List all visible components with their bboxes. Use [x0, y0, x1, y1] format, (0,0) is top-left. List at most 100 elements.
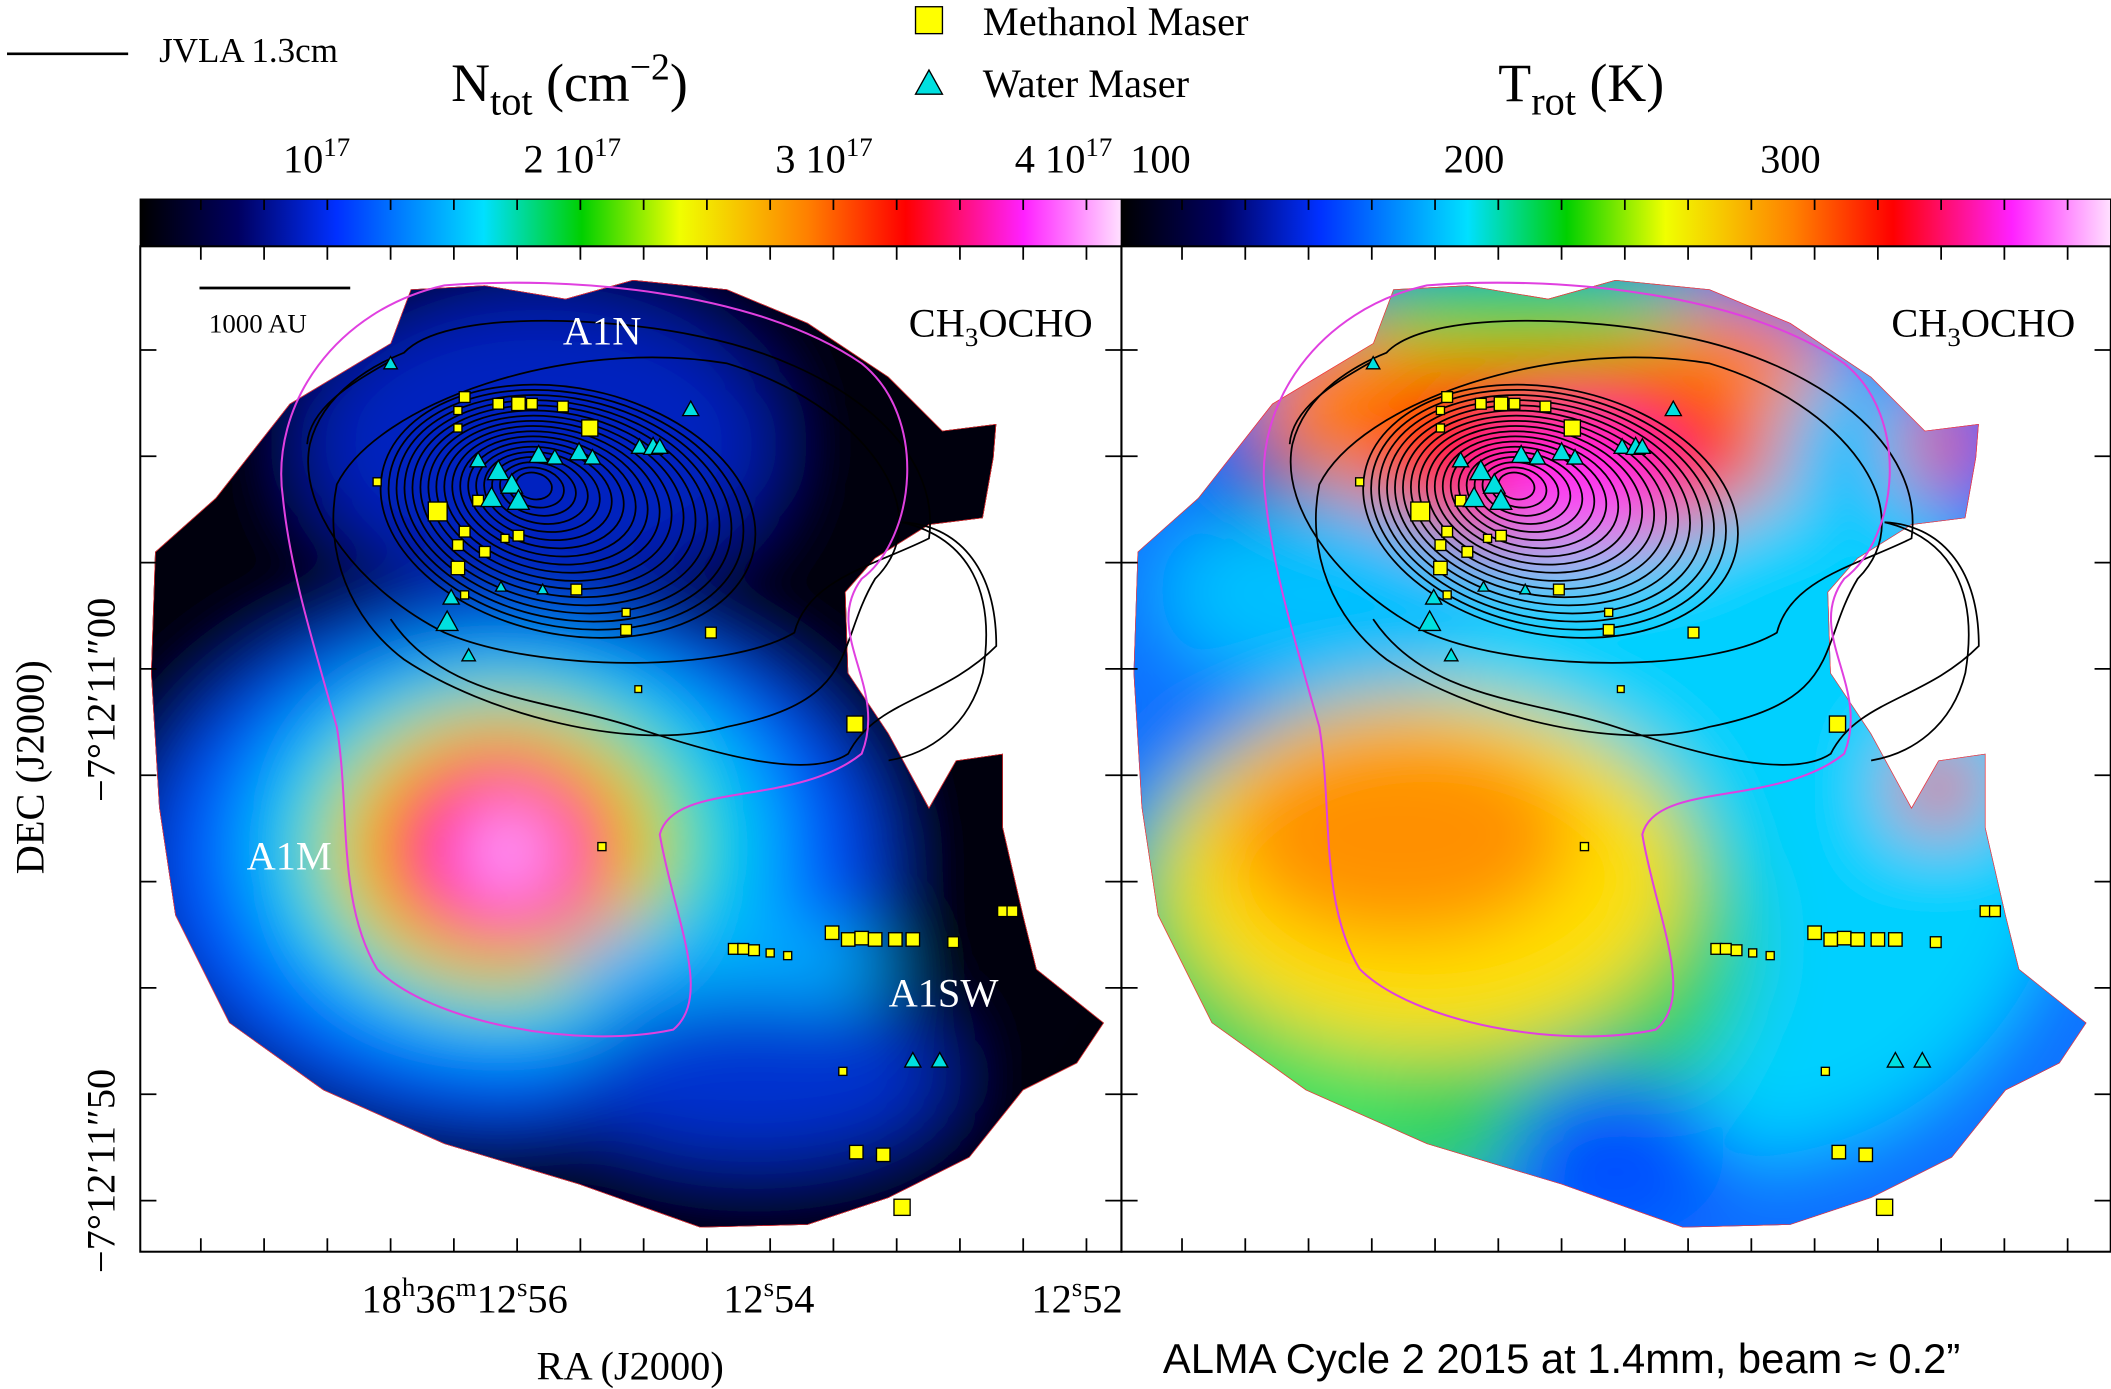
methanol-maser [1889, 933, 1902, 946]
methanol-maser [451, 561, 464, 574]
methanol-maser [1553, 584, 1564, 595]
colorbar-tick-label: 4 1017 [1015, 132, 1113, 181]
methanol-maser [582, 420, 598, 436]
map-blur [1050, 215, 2111, 1346]
m-sub: 3 [1947, 322, 1960, 352]
methanol-maser [501, 534, 509, 542]
tick-sup: s [764, 1272, 774, 1302]
tick-sup: 17 [1085, 132, 1112, 162]
methanol-maser [622, 608, 630, 616]
methanol-maser [1859, 1148, 1872, 1161]
methanol-maser [493, 398, 504, 409]
source-label: A1M [247, 833, 332, 878]
methanol-maser [706, 627, 717, 638]
map-region [488, 814, 536, 881]
methanol-maser [738, 943, 749, 954]
methanol-maser [839, 1067, 847, 1075]
methanol-maser [1832, 1145, 1845, 1158]
methanol-maser [1731, 945, 1742, 956]
methanol-maser [512, 397, 525, 410]
methanol-maser [1434, 561, 1447, 574]
methanol-maser [825, 926, 838, 939]
methanol-maser [1808, 926, 1821, 939]
methanol-maser [1484, 534, 1492, 542]
methanol-maser [749, 945, 760, 956]
figure: JVLA 1.3cm Methanol Maser Water Maser Nt… [0, 0, 2111, 1389]
methanol-maser [1851, 933, 1864, 946]
methanol-maser [1411, 502, 1430, 521]
methanol-maser [847, 716, 863, 732]
tick-sup: s [1072, 1272, 1082, 1302]
x-tick-label: 18h36m12s56 [361, 1272, 567, 1321]
tick-base: 52 [1082, 1276, 1122, 1321]
colorbar-title: Trot (K) [1498, 53, 1664, 123]
x-tick-label: 12s54 [723, 1272, 814, 1321]
colorbar-tick-label: 1017 [283, 132, 350, 181]
tick-sup: 17 [846, 132, 873, 162]
colorbar [1121, 199, 2110, 246]
source-label: A1N [563, 309, 641, 354]
methanol-maser [635, 686, 642, 693]
methanol-maser [454, 424, 462, 432]
methanol-maser [1442, 526, 1453, 537]
tick-base: 12 [723, 1276, 763, 1321]
methanol-maser [461, 591, 469, 599]
tick-base: 200 [1444, 136, 1505, 181]
methanol-maser [1540, 401, 1551, 412]
colorbar-tick-label: 300 [1760, 136, 1821, 181]
tick-sup: 17 [323, 132, 350, 162]
molecule-label: CH3OCHO [909, 300, 1093, 351]
page: JVLA 1.3cm Methanol Maser Water Maser Nt… [0, 0, 2111, 1389]
tick-sup: s [517, 1272, 527, 1302]
y-tick-label: −7°12′11″00 [79, 598, 124, 802]
methanol-maser [1824, 933, 1837, 946]
methanol-maser [1436, 424, 1444, 432]
tick-base: 54 [774, 1276, 814, 1321]
map-region [1898, 747, 1979, 828]
map-region [1346, 269, 1696, 350]
methanol-maser [1871, 933, 1884, 946]
methanol-maser [906, 933, 919, 946]
tick-sup: 17 [594, 132, 621, 162]
methanol-maser [1603, 625, 1614, 636]
tick-base: 36 [415, 1276, 455, 1321]
map-region [1508, 1077, 1723, 1239]
tick-sup: m [456, 1272, 477, 1302]
title-unit: ) [670, 53, 688, 113]
methanol-maser [1749, 949, 1757, 957]
colorbar-tick-label: 2 1017 [524, 132, 622, 181]
methanol-maser [1509, 398, 1520, 409]
methanol-maser [1564, 420, 1580, 436]
tick-sup: h [402, 1272, 416, 1302]
tick-base: 12 [1031, 1276, 1071, 1321]
title-sub: rot [1531, 78, 1576, 123]
methanol-maser [1766, 952, 1774, 960]
methanol-maser [1837, 931, 1850, 944]
scale-bar-label: 1000 AU [209, 308, 307, 338]
y-tick-label: −7°12′11″50 [79, 1069, 124, 1273]
title-sup: −2 [630, 46, 670, 88]
m: CH [909, 300, 965, 345]
methanol-maser [1443, 591, 1451, 599]
title-symbol: T [1498, 53, 1531, 113]
colorbar-title: Ntot (cm−2) [451, 46, 688, 123]
x-axis-label: RA (J2000) [537, 1344, 724, 1389]
methanol-maser [784, 952, 792, 960]
map-region [1905, 397, 1972, 491]
y-axis-label: DEC (J2000) [7, 660, 52, 874]
methanol-maser [948, 937, 959, 948]
methanol-maser [1930, 937, 1941, 948]
title-symbol: N [451, 53, 490, 113]
methanol-maser [598, 843, 606, 851]
colorbar-tick-label: 3 1017 [775, 132, 873, 181]
legend-methanol: Methanol Maser [983, 0, 1249, 44]
colorbar [140, 199, 1121, 246]
methanol-maser [1436, 406, 1444, 414]
map-fill [1050, 215, 2111, 1346]
legend-triangle [916, 70, 943, 94]
tick-base: 12 [477, 1276, 517, 1321]
map-region [566, 996, 943, 1158]
tick-base: 3 10 [775, 136, 846, 181]
methanol-maser [1821, 1067, 1829, 1075]
methanol-maser [1462, 546, 1473, 557]
